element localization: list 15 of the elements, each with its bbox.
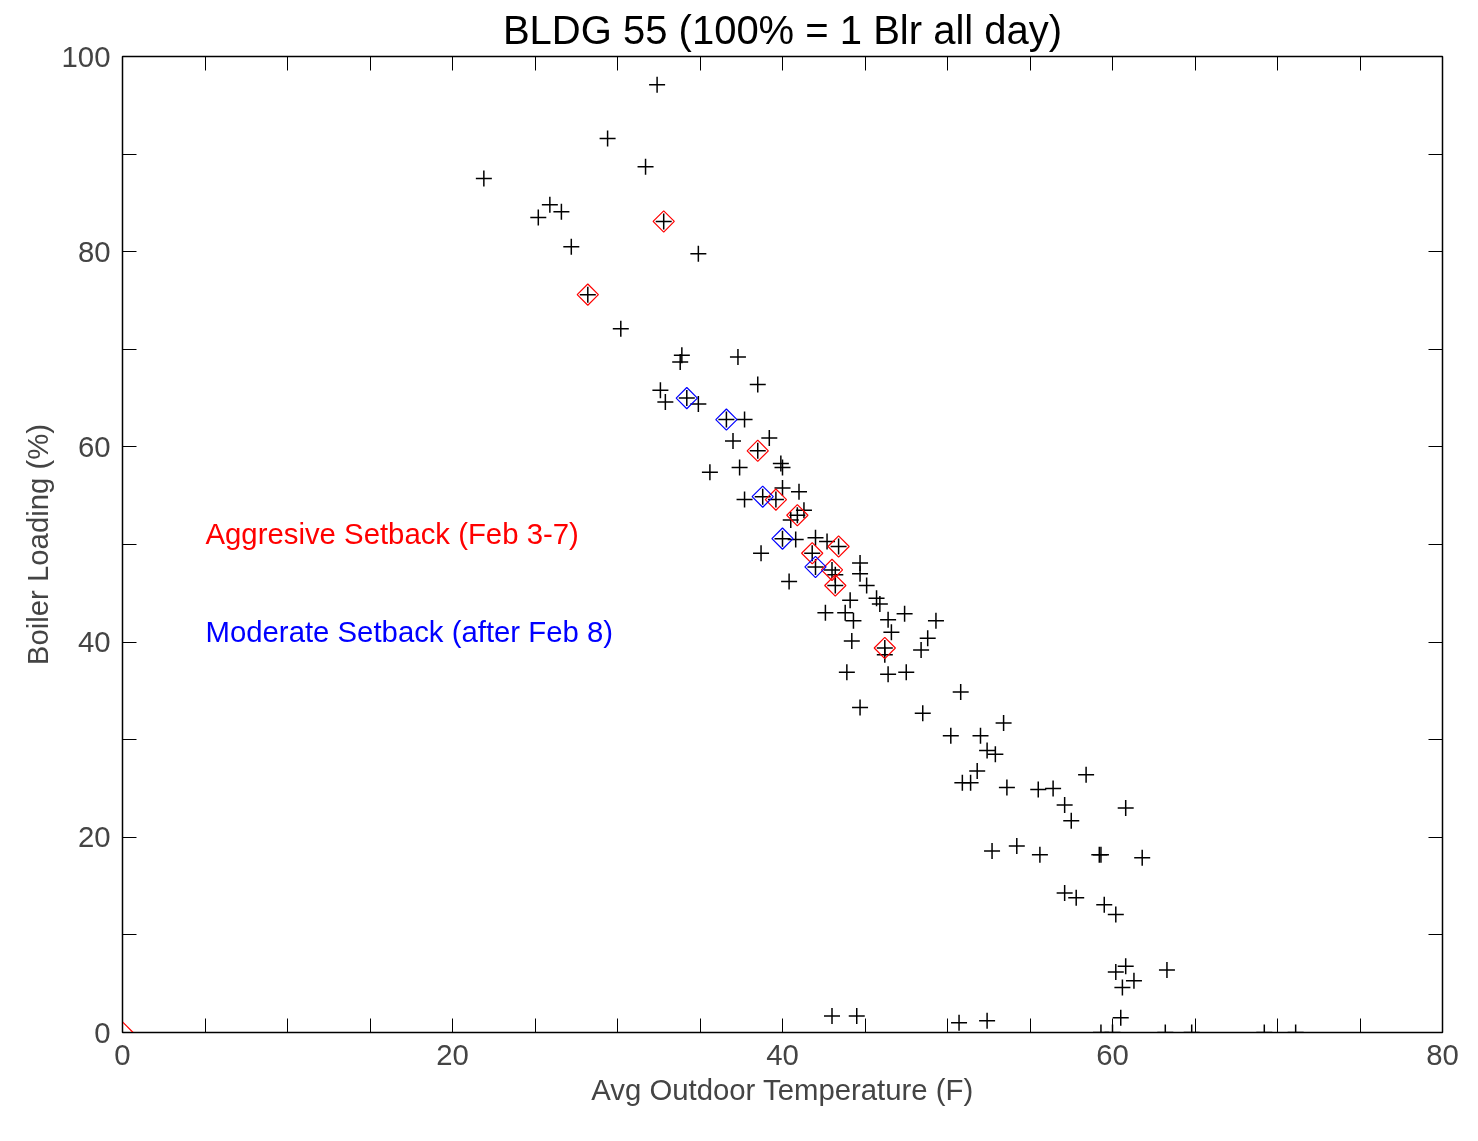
- x-tick-label: 40: [766, 1037, 799, 1071]
- y-tick-label: 80: [77, 234, 111, 268]
- y-tick-label: 60: [77, 429, 111, 463]
- y-tick-label: 0: [94, 1015, 111, 1049]
- y-axis-title: Boiler Loading (%): [20, 423, 54, 666]
- y-tick-label: 20: [77, 820, 111, 854]
- text: Moderate Setback (after Feb 8): [205, 615, 614, 648]
- chart-title: BLDG 55 (100% = 1 Blr all day): [502, 7, 1063, 52]
- x-axis-title: Avg Outdoor Temperature (F): [591, 1072, 974, 1106]
- y-tick-label: 100: [61, 39, 111, 73]
- text: Aggresive Setback (Feb 3-7): [205, 517, 579, 550]
- y-tick-label: 40: [77, 625, 111, 659]
- x-tick-label: 20: [436, 1037, 469, 1071]
- x-tick-label: 60: [1096, 1037, 1129, 1071]
- x-tick-label: 80: [1426, 1037, 1459, 1071]
